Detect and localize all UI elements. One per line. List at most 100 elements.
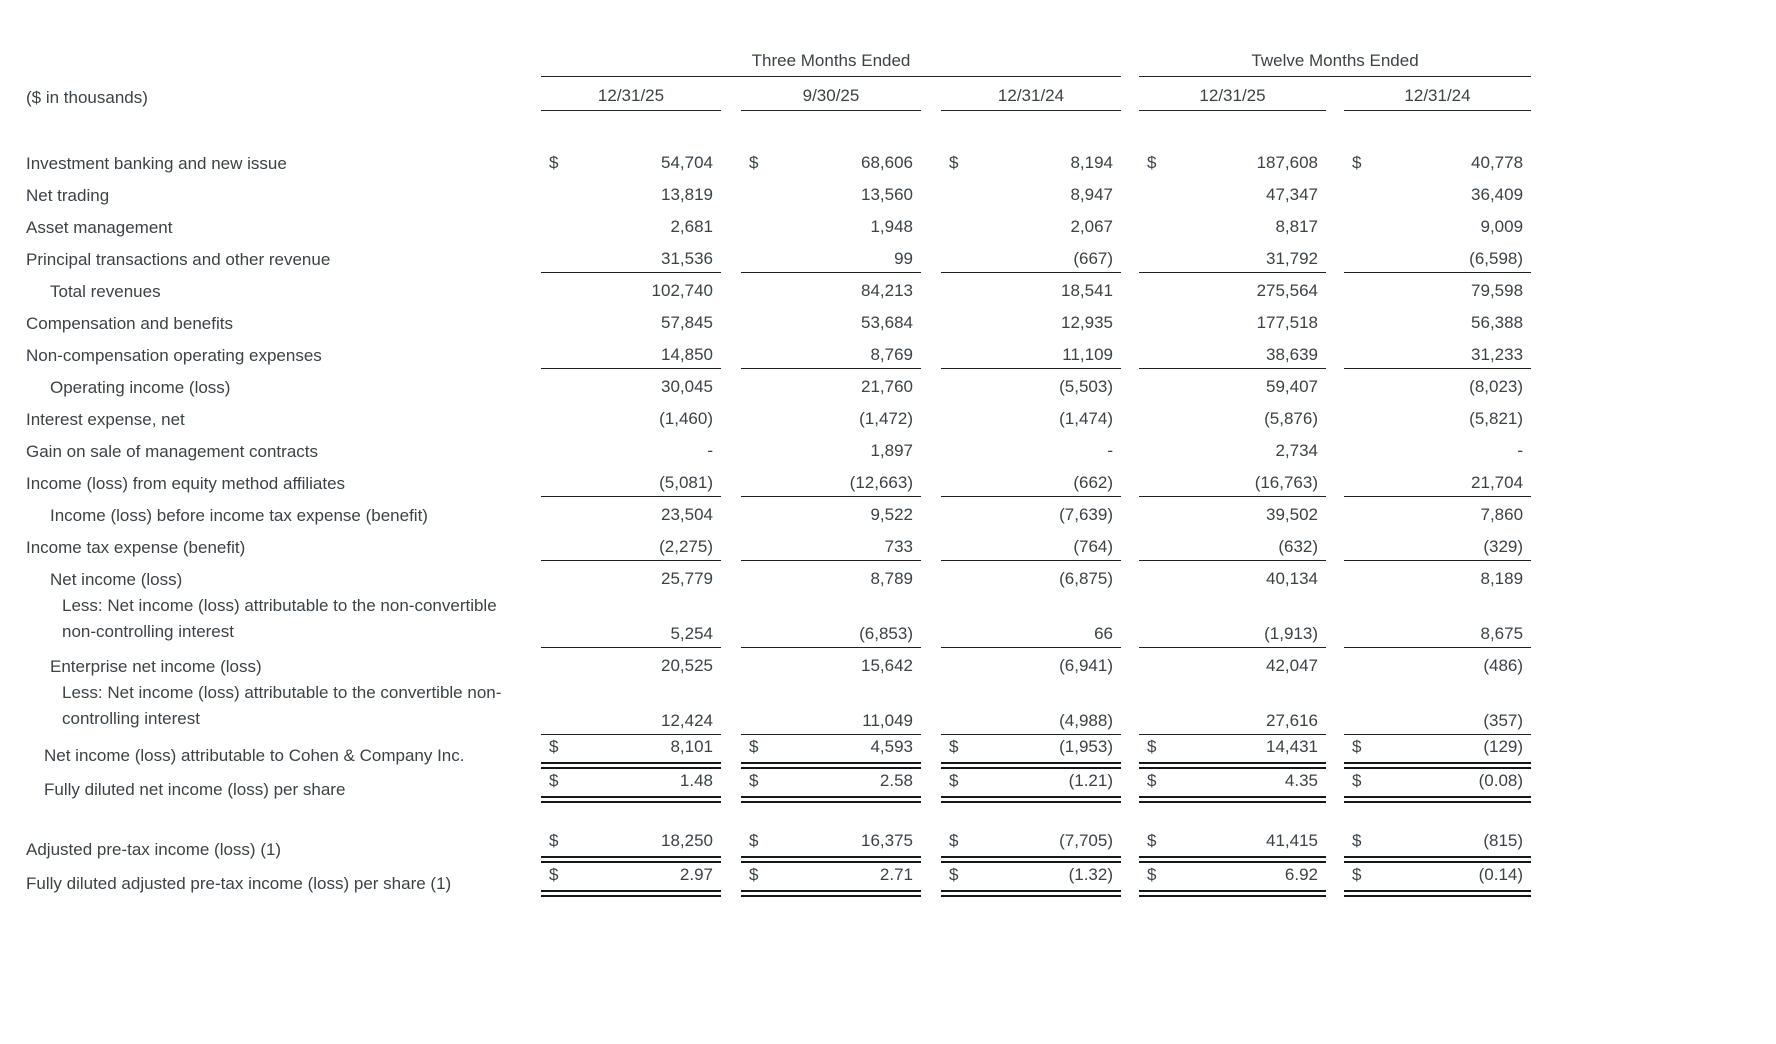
row-label: Principal transactions and other revenue bbox=[26, 250, 331, 269]
cell-value: 40,134 bbox=[1266, 569, 1319, 588]
table-cell: 12,935 bbox=[941, 305, 1121, 337]
table-cell: - bbox=[1344, 433, 1531, 465]
column-gap bbox=[1121, 273, 1139, 305]
column-gap bbox=[921, 369, 941, 401]
cell-value: 733 bbox=[884, 537, 913, 556]
column-gap bbox=[1121, 465, 1139, 497]
table-body: Investment banking and new issue $54,704 $… bbox=[26, 145, 1532, 897]
financial-table: Three Months Ended Twelve Months Ended (… bbox=[26, 42, 1532, 897]
row-label: Income (loss) from equity method affilia… bbox=[26, 474, 346, 493]
table-cell: 9,009 bbox=[1344, 209, 1531, 241]
cell-value: 99 bbox=[894, 249, 913, 268]
column-gap bbox=[1326, 680, 1344, 735]
cell-value: 6.92 bbox=[1284, 865, 1319, 884]
column-gap bbox=[1326, 863, 1344, 897]
cell-value: 11,109 bbox=[1062, 345, 1114, 364]
column-gap bbox=[721, 593, 741, 648]
cell-value: (357) bbox=[1483, 711, 1524, 730]
cell-value: (632) bbox=[1278, 537, 1319, 556]
column-gap bbox=[921, 433, 941, 465]
cell-value: (815) bbox=[1483, 831, 1524, 850]
table-cell: (329) bbox=[1344, 529, 1532, 561]
group-gap bbox=[1121, 42, 1139, 77]
table-cell: 39,502 bbox=[1139, 497, 1326, 529]
table-cell: $2.58 bbox=[741, 769, 921, 803]
financial-statement: Three Months Ended Twelve Months Ended (… bbox=[26, 42, 1532, 897]
column-gap bbox=[721, 561, 741, 593]
dollar-sign: $ bbox=[549, 865, 559, 884]
cell-value: 41,415 bbox=[1266, 831, 1319, 850]
table-cell: 13,560 bbox=[741, 177, 921, 209]
column-gap bbox=[721, 177, 741, 209]
dollar-sign: $ bbox=[1352, 153, 1362, 172]
row-label: Net income (loss) bbox=[50, 570, 183, 589]
column-gap bbox=[1121, 401, 1139, 433]
table-cell: (1,474) bbox=[941, 401, 1121, 433]
column-gap bbox=[721, 77, 741, 111]
dollar-sign: $ bbox=[549, 771, 559, 790]
column-gap bbox=[721, 863, 741, 897]
column-gap bbox=[1121, 829, 1139, 863]
cell-value: 47,347 bbox=[1266, 185, 1319, 204]
column-gap bbox=[1326, 177, 1344, 209]
table-cell: $1.48 bbox=[541, 769, 721, 803]
cell-value: 8,947 bbox=[1070, 185, 1114, 204]
column-gap bbox=[1326, 145, 1344, 177]
cell-value: 11,049 bbox=[862, 711, 913, 730]
table-cell: $8,194 bbox=[941, 145, 1121, 177]
cell-value: (5,081) bbox=[659, 473, 713, 492]
table-row: Interest expense, net (1,460) (1,472) (1,47… bbox=[26, 401, 1531, 433]
dollar-sign: $ bbox=[949, 831, 959, 850]
table-cell: (5,876) bbox=[1139, 401, 1326, 433]
row-label: Adjusted pre-tax income (loss) (1) bbox=[26, 840, 282, 859]
column-gap bbox=[1326, 593, 1344, 648]
column-gap bbox=[1121, 369, 1139, 401]
table-cell: - bbox=[541, 433, 721, 465]
cell-value: 57,845 bbox=[661, 313, 713, 332]
cell-value: (5,503) bbox=[1059, 377, 1114, 396]
period-group-twelve-months: Twelve Months Ended bbox=[1139, 42, 1532, 77]
table-cell: 275,564 bbox=[1139, 273, 1326, 305]
date-column-header: 9/30/25 bbox=[741, 76, 921, 111]
table-row: Fully diluted adjusted pre-tax income (l… bbox=[26, 863, 1532, 897]
table-cell: (1,472) bbox=[741, 401, 921, 433]
cell-value: 1,897 bbox=[870, 441, 913, 460]
cell-value: 18,250 bbox=[661, 831, 713, 850]
cell-value: 2,681 bbox=[670, 217, 713, 236]
column-gap bbox=[721, 273, 741, 305]
cell-value: (0.08) bbox=[1478, 771, 1524, 790]
column-gap bbox=[721, 401, 741, 433]
column-gap bbox=[1121, 305, 1139, 337]
column-gap bbox=[721, 305, 741, 337]
table-cell: $ (7,705) bbox=[941, 829, 1122, 863]
table-cell: 12,424 bbox=[541, 680, 721, 735]
cell-value: 13,560 bbox=[861, 185, 913, 204]
table-cell: $8,101 bbox=[541, 735, 721, 769]
column-gap bbox=[1121, 433, 1139, 465]
table-cell: 84,213 bbox=[741, 273, 921, 305]
column-gap bbox=[1326, 465, 1344, 497]
table-cell: (357) bbox=[1344, 680, 1532, 735]
table-cell: $ (0.14) bbox=[1344, 863, 1532, 897]
column-gap bbox=[1121, 680, 1139, 735]
column-gap bbox=[721, 529, 741, 561]
cell-value: (6,941) bbox=[1059, 656, 1114, 675]
column-gap bbox=[721, 209, 741, 241]
table-cell: $68,606 bbox=[741, 145, 921, 177]
column-gap bbox=[1121, 735, 1139, 769]
column-gap bbox=[1121, 561, 1139, 593]
cell-value: 8,101 bbox=[670, 737, 713, 756]
table-cell: 102,740 bbox=[541, 273, 721, 305]
table-cell: 8,817 bbox=[1139, 209, 1326, 241]
cell-value: (1,474) bbox=[1059, 409, 1114, 428]
table-cell: $ (1.32) bbox=[941, 863, 1122, 897]
column-gap bbox=[921, 561, 941, 593]
column-gap bbox=[1121, 241, 1139, 273]
table-cell: 2,734 bbox=[1139, 433, 1326, 465]
cell-value: - bbox=[707, 441, 713, 460]
column-gap bbox=[921, 209, 941, 241]
table-row: Net income (loss) attributable to Cohen … bbox=[26, 735, 1532, 769]
cell-value: 36,409 bbox=[1471, 185, 1524, 204]
table-cell: 53,684 bbox=[741, 305, 921, 337]
table-cell: 5,254 bbox=[541, 593, 721, 648]
